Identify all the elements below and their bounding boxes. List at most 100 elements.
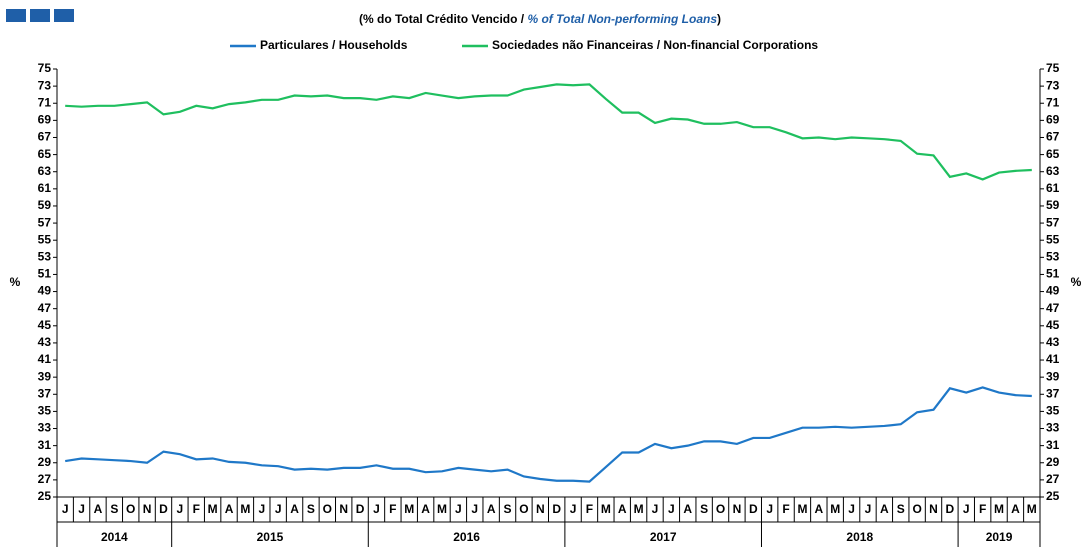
y-tick-label: 45 bbox=[38, 318, 52, 332]
x-tick-label: J bbox=[652, 502, 659, 516]
y-tick-label: 73 bbox=[38, 78, 52, 92]
y-tick-label-right: 29 bbox=[1046, 455, 1060, 469]
x-tick-label: M bbox=[1027, 502, 1037, 516]
y-tick-label-right: 25 bbox=[1046, 489, 1060, 503]
y-tick-label: 67 bbox=[38, 130, 52, 144]
x-tick-label: S bbox=[700, 502, 708, 516]
x-tick-label: F bbox=[586, 502, 593, 516]
y-tick-label-right: 37 bbox=[1046, 386, 1060, 400]
y-tick-label-right: 55 bbox=[1046, 232, 1060, 246]
x-tick-label: J bbox=[865, 502, 872, 516]
x-tick-label: F bbox=[782, 502, 789, 516]
y-tick-label-right: 71 bbox=[1046, 95, 1060, 109]
y-tick-label-right: 53 bbox=[1046, 249, 1060, 263]
y-tick-label-right: 75 bbox=[1046, 61, 1060, 75]
x-tick-label: J bbox=[373, 502, 380, 516]
x-tick-label: O bbox=[323, 502, 332, 516]
x-tick-label: J bbox=[848, 502, 855, 516]
y-tick-label-right: 43 bbox=[1046, 335, 1060, 349]
y-tick-label-right: 27 bbox=[1046, 472, 1060, 486]
title-end: ) bbox=[717, 12, 721, 26]
y-tick-label-right: 73 bbox=[1046, 78, 1060, 92]
x-tick-label: D bbox=[946, 502, 955, 516]
x-tick-label: M bbox=[404, 502, 414, 516]
y-tick-label: 69 bbox=[38, 113, 52, 127]
year-label: 2014 bbox=[101, 530, 128, 544]
x-tick-label: S bbox=[307, 502, 315, 516]
logo-block bbox=[30, 9, 50, 22]
y-tick-label: 39 bbox=[38, 369, 52, 383]
y-tick-label-right: 41 bbox=[1046, 352, 1060, 366]
x-tick-label: A bbox=[683, 502, 692, 516]
y-tick-label: 55 bbox=[38, 232, 52, 246]
x-tick-label: S bbox=[110, 502, 118, 516]
y-tick-label-right: 45 bbox=[1046, 318, 1060, 332]
x-tick-label: O bbox=[716, 502, 725, 516]
y-tick-label: 57 bbox=[38, 215, 52, 229]
x-tick-label: A bbox=[1011, 502, 1020, 516]
x-tick-label: N bbox=[929, 502, 938, 516]
x-tick-label: J bbox=[766, 502, 773, 516]
x-tick-label: J bbox=[668, 502, 675, 516]
x-tick-label: A bbox=[814, 502, 823, 516]
x-tick-label: N bbox=[733, 502, 742, 516]
x-tick-label: J bbox=[177, 502, 184, 516]
x-tick-label: J bbox=[62, 502, 69, 516]
legend-label: Sociedades não Financeiras / Non-financi… bbox=[492, 38, 818, 52]
chart-title: (% do Total Crédito Vencido / % of Total… bbox=[359, 12, 721, 26]
x-tick-label: J bbox=[570, 502, 577, 516]
y-tick-label-right: 69 bbox=[1046, 113, 1060, 127]
x-tick-label: S bbox=[504, 502, 512, 516]
y-tick-label-right: 39 bbox=[1046, 369, 1060, 383]
year-label: 2015 bbox=[257, 530, 284, 544]
x-tick-label: F bbox=[193, 502, 200, 516]
x-tick-label: J bbox=[455, 502, 462, 516]
x-tick-label: O bbox=[912, 502, 921, 516]
x-tick-label: M bbox=[830, 502, 840, 516]
logo-block bbox=[6, 9, 26, 22]
y-tick-label: 59 bbox=[38, 198, 52, 212]
y-tick-label-right: 47 bbox=[1046, 301, 1060, 315]
year-label: 2018 bbox=[846, 530, 873, 544]
x-tick-label: O bbox=[126, 502, 135, 516]
y-tick-label-right: 65 bbox=[1046, 147, 1060, 161]
y-tick-label: 31 bbox=[38, 438, 52, 452]
year-label: 2017 bbox=[650, 530, 677, 544]
x-tick-label: D bbox=[749, 502, 758, 516]
x-tick-label: N bbox=[339, 502, 348, 516]
x-tick-label: F bbox=[389, 502, 396, 516]
x-tick-label: N bbox=[143, 502, 152, 516]
y-tick-label: 29 bbox=[38, 455, 52, 469]
title-pt: (% do Total Crédito Vencido / bbox=[359, 12, 527, 26]
y-tick-label: 51 bbox=[38, 267, 52, 281]
x-tick-label: S bbox=[897, 502, 905, 516]
y-tick-label-right: 63 bbox=[1046, 164, 1060, 178]
y-tick-label: 27 bbox=[38, 472, 52, 486]
y-axis-label: % bbox=[10, 275, 21, 289]
x-tick-label: M bbox=[797, 502, 807, 516]
y-tick-label-right: 49 bbox=[1046, 284, 1060, 298]
year-label: 2019 bbox=[986, 530, 1013, 544]
y-tick-label: 33 bbox=[38, 421, 52, 435]
x-tick-label: J bbox=[78, 502, 85, 516]
y-tick-label: 37 bbox=[38, 386, 52, 400]
x-tick-label: F bbox=[979, 502, 986, 516]
x-tick-label: J bbox=[471, 502, 478, 516]
x-tick-label: D bbox=[552, 502, 561, 516]
data-line bbox=[65, 83, 1032, 181]
y-tick-label-right: 35 bbox=[1046, 404, 1060, 418]
x-tick-label: M bbox=[240, 502, 250, 516]
x-tick-label: A bbox=[421, 502, 430, 516]
legend-label: Particulares / Households bbox=[260, 38, 408, 52]
logo-block bbox=[54, 9, 74, 22]
x-tick-label: M bbox=[437, 502, 447, 516]
x-tick-label: M bbox=[601, 502, 611, 516]
data-line bbox=[65, 386, 1032, 483]
x-tick-label: A bbox=[487, 502, 496, 516]
y-tick-label: 75 bbox=[38, 61, 52, 75]
x-tick-label: N bbox=[536, 502, 545, 516]
y-tick-label-right: 57 bbox=[1046, 215, 1060, 229]
year-label: 2016 bbox=[453, 530, 480, 544]
y-tick-label: 65 bbox=[38, 147, 52, 161]
